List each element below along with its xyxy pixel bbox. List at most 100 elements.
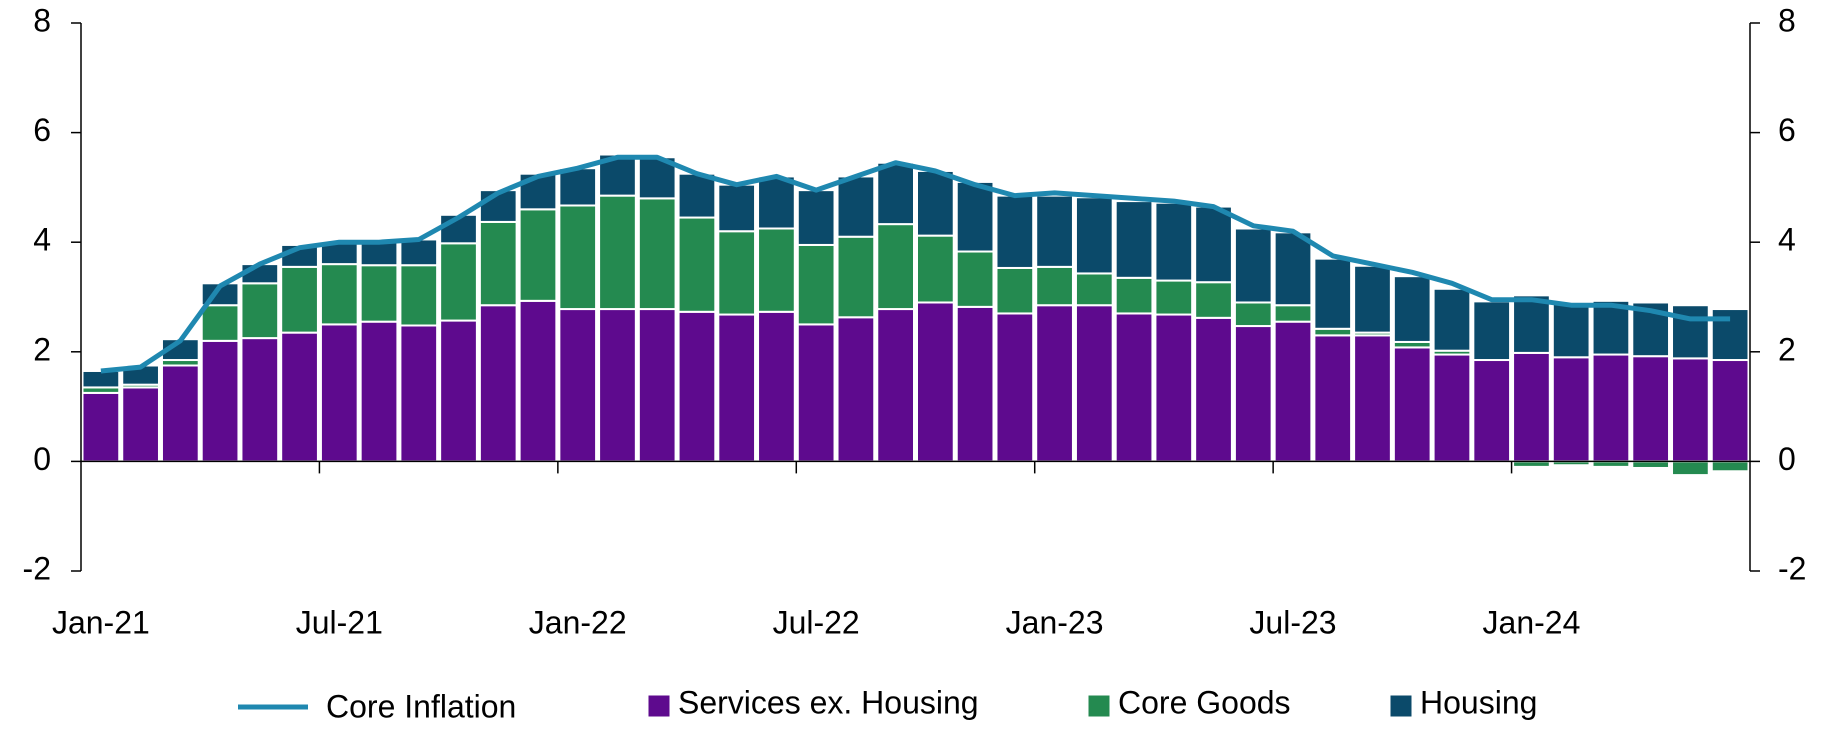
bar	[240, 337, 280, 463]
bar	[717, 313, 757, 463]
x-tick-label: Jan-21	[52, 604, 150, 640]
bar	[558, 308, 598, 463]
bar	[1114, 200, 1154, 279]
bar	[1671, 357, 1710, 463]
legend-label: Housing	[1420, 684, 1537, 720]
bar	[558, 167, 598, 207]
bar	[439, 319, 478, 463]
bar	[876, 308, 915, 463]
bar	[796, 243, 836, 326]
bar	[717, 183, 757, 233]
bar	[1074, 272, 1114, 307]
x-tick-label: Jul-23	[1249, 604, 1336, 640]
x-tick-label: Jul-21	[296, 604, 383, 640]
bar	[1671, 460, 1710, 477]
y2-tick-label: 0	[1778, 441, 1796, 477]
legend-label: Services ex. Housing	[678, 684, 979, 720]
bar	[1035, 304, 1074, 463]
bar	[1472, 359, 1512, 463]
bar	[81, 391, 121, 463]
bar	[1194, 316, 1233, 463]
bar	[876, 223, 915, 311]
x-tick-label: Jul-22	[773, 604, 860, 640]
bar	[1313, 334, 1353, 463]
bar	[1512, 351, 1551, 463]
bar	[677, 172, 717, 219]
bar	[836, 175, 876, 238]
bar	[916, 169, 955, 237]
bar	[399, 264, 439, 327]
bar	[1512, 460, 1551, 468]
bar	[1114, 276, 1154, 315]
bar	[836, 316, 876, 463]
bar	[1432, 287, 1472, 352]
bar	[1194, 205, 1233, 284]
bar	[598, 308, 637, 463]
legend-label: Core Goods	[1118, 684, 1291, 720]
bar	[1035, 194, 1074, 268]
bar	[637, 197, 677, 311]
bar	[995, 266, 1035, 315]
bar	[280, 331, 319, 463]
bar	[359, 241, 399, 267]
x-tick-label: Jan-22	[529, 604, 627, 640]
bar	[1353, 264, 1392, 334]
bar	[1710, 359, 1750, 463]
legend-swatch	[1389, 694, 1413, 718]
bar	[280, 265, 319, 334]
bar	[757, 310, 796, 463]
legend-swatch	[1087, 694, 1111, 718]
y-tick-label: 6	[33, 112, 51, 148]
bar	[478, 304, 518, 463]
bar	[1233, 325, 1273, 463]
bar	[1154, 313, 1194, 463]
bar	[1194, 281, 1233, 319]
bar	[876, 161, 915, 226]
bar	[1671, 304, 1710, 360]
bar	[518, 208, 558, 302]
legend: Core Inflation Services ex. Housing Core G…	[238, 684, 1537, 724]
x-tick-label: Jan-24	[1483, 604, 1581, 640]
y2-tick-label: 8	[1778, 2, 1796, 38]
bar	[558, 204, 598, 311]
bar	[399, 238, 439, 267]
bar	[240, 282, 280, 340]
bar	[677, 216, 717, 313]
bar	[160, 364, 200, 463]
bar	[121, 386, 160, 463]
bar	[1631, 460, 1671, 469]
bar	[518, 299, 558, 463]
bar	[916, 234, 955, 304]
bar	[1273, 304, 1313, 323]
bar	[1591, 299, 1631, 356]
bar	[637, 308, 677, 463]
y-tick-label: -2	[23, 550, 51, 586]
bar	[1551, 356, 1591, 463]
bar	[81, 369, 121, 389]
bar	[1591, 460, 1631, 468]
y-tick-label: 0	[33, 441, 51, 477]
bar	[1472, 300, 1512, 362]
bar	[1710, 460, 1750, 473]
bar	[1233, 301, 1273, 328]
bar	[200, 304, 240, 342]
bar	[757, 175, 796, 230]
bar	[1313, 257, 1353, 330]
bar	[1591, 353, 1631, 463]
y2-tick-label: 2	[1778, 331, 1796, 367]
y-tick-label: 4	[33, 222, 51, 258]
bar	[598, 153, 637, 197]
bar	[1154, 201, 1194, 282]
bar	[995, 194, 1035, 269]
bar	[796, 189, 836, 246]
bar	[439, 242, 478, 322]
bar	[1353, 334, 1392, 463]
bar	[677, 310, 717, 463]
bar	[757, 227, 796, 313]
bar	[955, 180, 995, 253]
bar	[1432, 353, 1472, 463]
y-tick-label: 2	[33, 331, 51, 367]
bar	[1392, 346, 1432, 463]
bar	[478, 220, 518, 307]
